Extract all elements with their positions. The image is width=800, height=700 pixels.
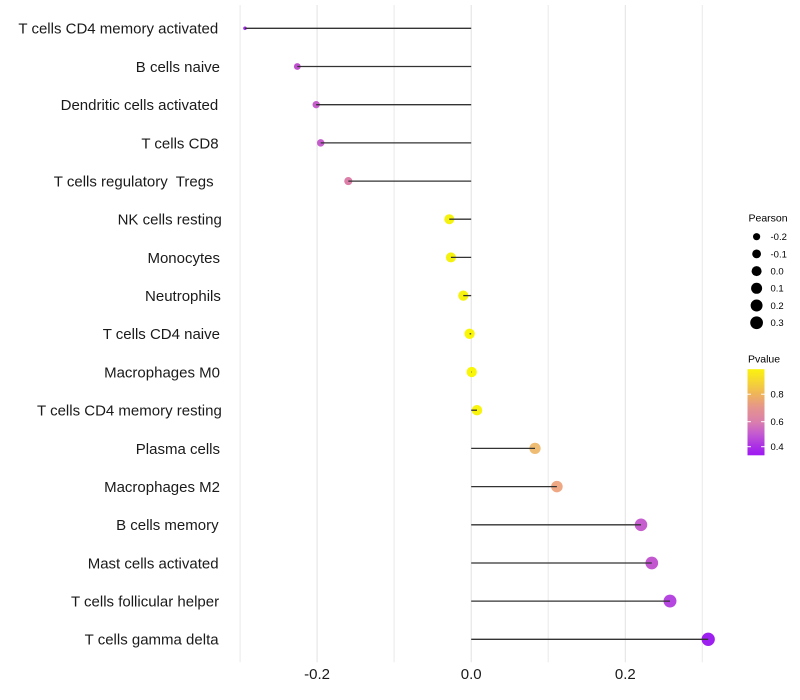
svg-text:0.1: 0.1	[771, 284, 784, 295]
svg-text:0.2: 0.2	[615, 666, 636, 683]
svg-text:Monocytes: Monocytes	[147, 250, 220, 267]
svg-text:T cells follicular helper: T cells follicular helper	[71, 594, 219, 611]
svg-text:-0.1: -0.1	[771, 249, 787, 260]
svg-text:T cells regulatory Tregs: T cells regulatory Tregs	[54, 174, 214, 191]
svg-text:T cells CD4 memory resting: T cells CD4 memory resting	[37, 403, 222, 420]
svg-text:0.0: 0.0	[461, 666, 482, 683]
svg-text:Plasma cells: Plasma cells	[136, 441, 220, 458]
svg-text:T cells CD4 memory activated: T cells CD4 memory activated	[18, 21, 218, 38]
svg-text:B cells memory: B cells memory	[116, 517, 219, 534]
svg-text:Macrophages M0: Macrophages M0	[104, 364, 220, 381]
svg-text:Pearson: Pearson	[749, 213, 788, 225]
svg-text:Dendritic cells activated: Dendritic cells activated	[61, 97, 219, 114]
svg-text:Macrophages M2: Macrophages M2	[104, 479, 220, 496]
svg-text:0.0: 0.0	[771, 267, 784, 278]
svg-text:Mast cells activated: Mast cells activated	[88, 555, 219, 572]
svg-text:0.6: 0.6	[771, 417, 784, 428]
svg-text:-0.2: -0.2	[304, 666, 330, 683]
svg-text:0.8: 0.8	[771, 390, 784, 401]
svg-text:0.2: 0.2	[771, 301, 784, 312]
svg-text:T cells CD8: T cells CD8	[141, 135, 218, 152]
svg-text:Pvalue: Pvalue	[748, 353, 780, 365]
svg-text:Neutrophils: Neutrophils	[145, 288, 221, 305]
svg-text:NK cells resting: NK cells resting	[118, 212, 222, 229]
svg-text:B cells naive: B cells naive	[136, 59, 220, 76]
svg-text:T cells gamma delta: T cells gamma delta	[85, 632, 220, 649]
svg-text:-0.2: -0.2	[771, 232, 787, 243]
svg-text:T cells CD4 naive: T cells CD4 naive	[103, 326, 220, 343]
svg-text:0.4: 0.4	[771, 442, 784, 453]
svg-text:0.3: 0.3	[771, 318, 784, 329]
